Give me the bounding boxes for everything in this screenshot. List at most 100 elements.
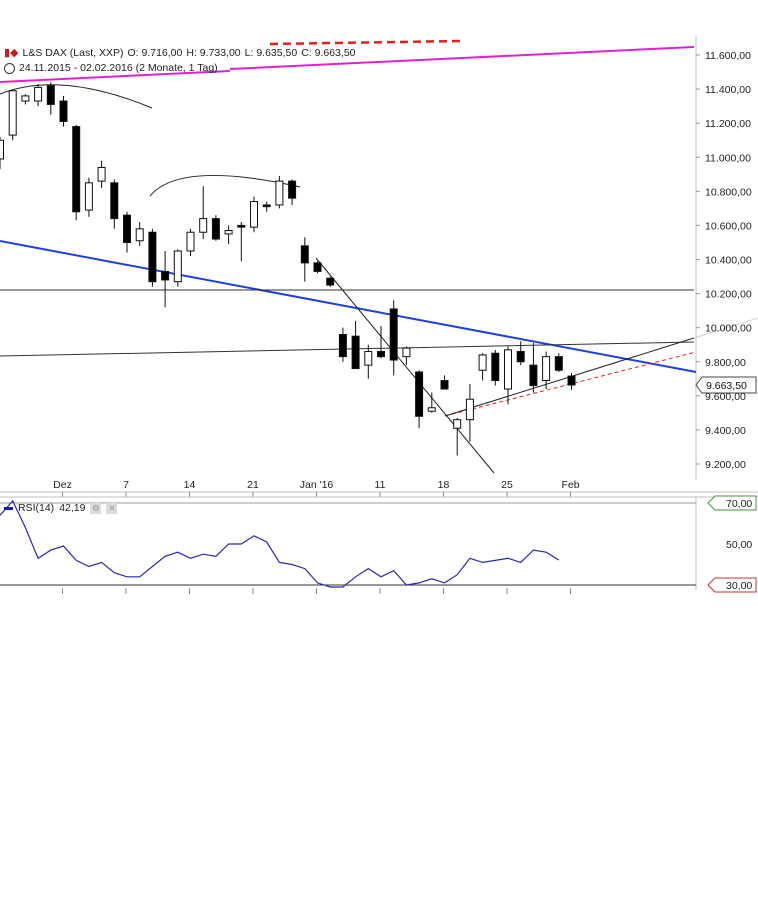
candle-body xyxy=(326,277,335,286)
candle-body xyxy=(313,262,322,272)
candle-body xyxy=(377,351,385,358)
candle-body xyxy=(275,180,284,206)
price-tick-label: 9.200,00 xyxy=(705,459,746,471)
magenta-uptrend-line-left xyxy=(0,70,231,83)
trendline-drawings xyxy=(0,39,758,474)
candle-body xyxy=(567,375,576,386)
candle-body xyxy=(21,95,30,102)
candle-body xyxy=(148,231,157,283)
date-tick-label: Dez xyxy=(53,479,72,491)
black-downtrend-line xyxy=(315,257,495,474)
rsi-name: RSI(14) xyxy=(18,502,55,514)
rsi-value: 42,19 xyxy=(59,502,86,514)
price-tick-label: 9.600,00 xyxy=(705,391,746,403)
candle-body xyxy=(402,347,411,358)
candle-body xyxy=(34,86,43,102)
candle-body xyxy=(351,335,360,370)
candle-body xyxy=(84,182,93,211)
rsi-level-badge xyxy=(707,495,757,511)
candle-body xyxy=(186,231,195,252)
date-tick-label: 21 xyxy=(247,479,259,491)
candle-body xyxy=(389,308,398,361)
candle-body xyxy=(453,419,462,429)
candle-body xyxy=(529,364,538,387)
candle-body xyxy=(110,182,119,220)
price-axis: 11.600,00 11.400,00 11.200,00 11.000,00 10.8… xyxy=(695,50,757,471)
price-tick-label: 10.800,00 xyxy=(705,186,752,198)
rsi-tick-label: 30,00 xyxy=(726,580,752,592)
date-range-label: 24.11.2015 - 02.02.2016 (2 Monate, 1 Tag… xyxy=(19,62,218,74)
price-tick-label: 10.600,00 xyxy=(705,220,752,232)
candle-body xyxy=(0,139,4,160)
date-range-header: 24.11.2015 - 02.02.2016 (2 Monate, 1 Tag… xyxy=(4,62,218,74)
rsi-line xyxy=(0,499,560,588)
date-tick-label: 11 xyxy=(375,479,386,491)
candle-body xyxy=(46,85,55,105)
price-tick-label: 10.000,00 xyxy=(705,323,752,335)
low-value: L: 9.635,50 xyxy=(244,46,298,59)
last-price-label: 9.663,50 xyxy=(706,380,747,392)
rsi-tick-label: 70,00 xyxy=(726,498,752,510)
candle-body xyxy=(173,250,182,283)
date-tick-label: 7 xyxy=(123,479,129,491)
instrument-name: L&S DAX (Last, XXP) xyxy=(22,46,124,59)
candlestick-series xyxy=(0,82,576,456)
rsi-tick-label: 50,00 xyxy=(726,539,752,551)
price-tick-label: 9.800,00 xyxy=(705,357,746,369)
date-tick-label: 25 xyxy=(501,479,513,491)
candle-body xyxy=(262,204,271,208)
rsi-legend: RSI(14) 42,19 ⚙ ✕ xyxy=(4,502,118,514)
candle-body xyxy=(72,126,81,213)
date-tick-label: Jan '16 xyxy=(300,479,334,491)
candle-body xyxy=(97,166,106,182)
open-value: O: 9.716,00 xyxy=(127,46,183,59)
candle-body xyxy=(199,218,208,233)
price-tick-label: 11.200,00 xyxy=(705,118,751,130)
candle-body xyxy=(516,351,525,363)
price-tick-label: 11.000,00 xyxy=(705,152,751,164)
candle-body xyxy=(364,351,373,366)
date-tick-label: 18 xyxy=(438,479,450,491)
price-tick-label: 10.400,00 xyxy=(705,255,752,267)
candle-body xyxy=(224,230,233,235)
rsi-level-badge xyxy=(707,577,757,593)
red-dashed-line-top xyxy=(269,39,461,46)
clock-icon xyxy=(4,62,15,74)
blue-downtrend-line xyxy=(0,240,697,373)
candle-body xyxy=(465,398,474,421)
high-value: H: 9.733,00 xyxy=(186,46,241,59)
candle-body xyxy=(440,379,449,390)
candle-body xyxy=(135,228,144,242)
candle-body xyxy=(427,407,436,412)
price-tick-label: 10.200,00 xyxy=(705,289,752,301)
close-value: C: 9.663,50 xyxy=(301,46,356,59)
horizontal-neckline xyxy=(0,341,695,357)
price-tick-label: 9.400,00 xyxy=(705,425,746,437)
candle-body xyxy=(504,349,512,390)
candle-body xyxy=(491,352,500,381)
rsi-series-swatch xyxy=(4,506,13,510)
rsi-panel: 70,00 50,00 30,00 xyxy=(0,495,758,593)
candle-body xyxy=(250,201,258,228)
candle-body xyxy=(300,245,309,264)
candle-body xyxy=(542,356,551,381)
magenta-uptrend-line xyxy=(229,46,695,70)
candle-body xyxy=(59,100,68,122)
date-axis: Dez 7 14 21 Jan '16 11 18 25 Feb xyxy=(53,479,580,594)
candlestick-chart-icon: ▮◆ xyxy=(4,47,19,59)
chart-header: ▮◆ L&S DAX (Last, XXP) O: 9.716,00 H: 9.… xyxy=(4,46,356,60)
arc-drawing-left xyxy=(0,84,153,109)
candle-body xyxy=(8,90,17,136)
candle-body xyxy=(338,333,347,358)
arc-drawing-mid xyxy=(149,174,301,197)
close-icon[interactable]: ✕ xyxy=(106,502,118,514)
candle-body xyxy=(123,214,131,243)
price-tick-label: 11.400,00 xyxy=(705,84,751,96)
candle-body xyxy=(211,218,220,240)
gridlines xyxy=(0,36,758,493)
candle-body xyxy=(237,224,246,228)
candle-body xyxy=(161,270,170,281)
settings-icon[interactable]: ⚙ xyxy=(90,502,102,514)
last-price-badge xyxy=(695,376,757,394)
